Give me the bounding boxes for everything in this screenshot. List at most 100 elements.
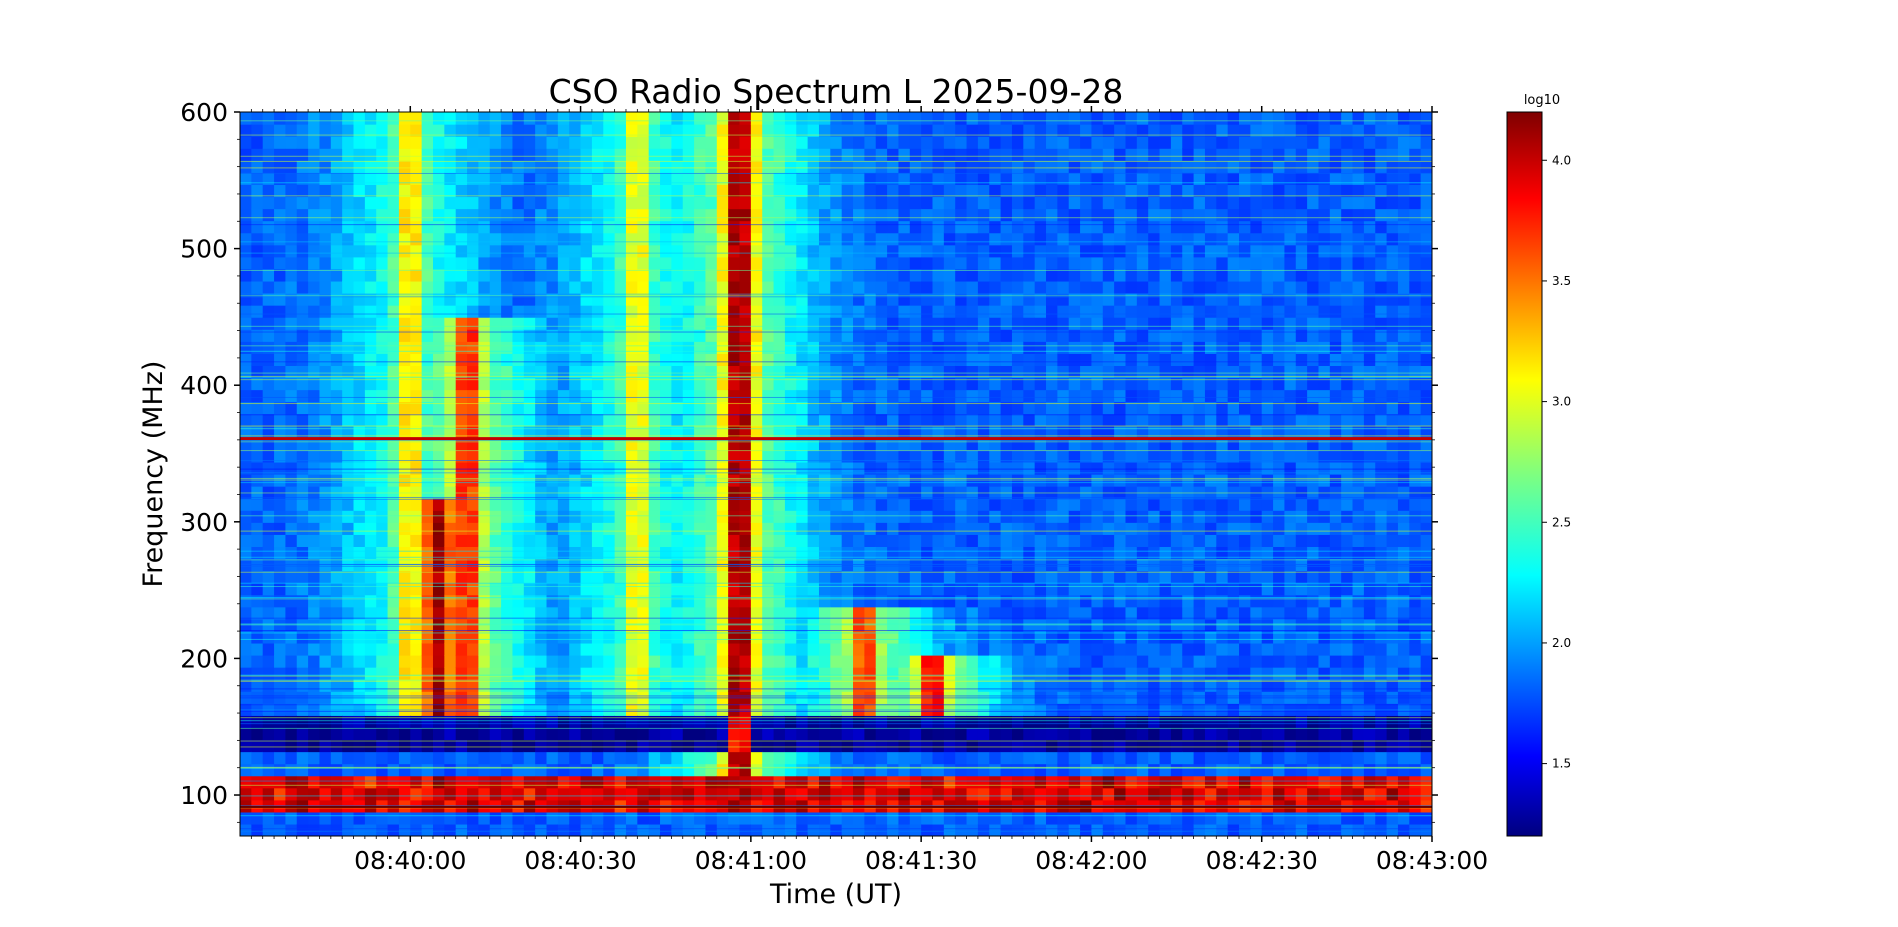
- spectrogram-cell: [603, 498, 616, 511]
- spectrogram-cell: [1136, 196, 1149, 210]
- spectrogram-cell: [671, 775, 684, 789]
- spectrogram-cell: [1170, 630, 1183, 644]
- spectrogram-cell: [1046, 208, 1058, 222]
- spectrogram-cell: [353, 256, 366, 270]
- spectrogram-cell: [989, 196, 1002, 210]
- spectrogram-cell: [1068, 534, 1081, 547]
- spectrogram-cell: [1011, 172, 1024, 185]
- spectrogram-cell: [818, 112, 831, 125]
- spectrogram-cell: [285, 739, 298, 753]
- spectrogram-cell: [1080, 220, 1093, 234]
- spectrogram-cell: [909, 389, 922, 403]
- spectrogram-cell: [989, 667, 1002, 680]
- spectrogram-cell: [569, 449, 582, 463]
- spectrogram-cell: [705, 534, 718, 547]
- spectrogram-cell: [387, 184, 400, 198]
- spectrogram-cell: [966, 655, 979, 668]
- spectrogram-cell: [523, 280, 536, 294]
- spectrogram-cell: [535, 184, 548, 198]
- spectrogram-cell: [421, 811, 434, 825]
- spectrogram-cell: [1125, 498, 1138, 511]
- spectrogram-cell: [251, 160, 264, 173]
- spectrogram-cell: [625, 570, 638, 584]
- spectrogram-cell: [864, 546, 877, 560]
- spectrogram-cell: [274, 606, 287, 620]
- spectrogram-cell: [682, 522, 695, 535]
- spectrogram-cell: [943, 365, 956, 379]
- spectrogram-cell: [864, 461, 877, 475]
- spectrogram-cell: [1080, 389, 1093, 403]
- spectrogram-cell: [342, 208, 355, 222]
- spectrogram-cell: [262, 727, 275, 741]
- spectrogram-cell: [478, 425, 491, 439]
- spectrogram-cell: [614, 522, 627, 535]
- spectrogram-cell: [535, 353, 548, 366]
- spectrogram-cell: [478, 630, 491, 644]
- spectrogram-cell: [432, 256, 445, 270]
- spectrogram-cell: [296, 256, 309, 270]
- spectrogram-cell: [943, 305, 956, 318]
- spectrogram-cell: [1170, 763, 1183, 777]
- spectrogram-cell: [353, 232, 366, 246]
- spectrogram-cell: [637, 196, 650, 210]
- spectrogram-cell: [1159, 172, 1172, 185]
- spectrogram-cell: [728, 160, 741, 173]
- spectrogram-cell: [512, 172, 525, 185]
- spectrogram-cell: [943, 811, 956, 825]
- spectrogram-cell: [1011, 208, 1024, 222]
- spectrogram-cell: [807, 268, 820, 282]
- spectrogram-cell: [1159, 498, 1172, 511]
- spectrogram-cell: [818, 425, 831, 439]
- spectrogram-cell: [1091, 679, 1104, 692]
- spectrogram-cell: [319, 413, 332, 427]
- spectrogram-cell: [1148, 582, 1161, 596]
- spectrogram-cell: [989, 582, 1002, 596]
- spectrogram-cell: [353, 160, 366, 173]
- spectrogram-cell: [671, 413, 684, 427]
- spectrogram-cell: [569, 280, 582, 294]
- spectrogram-cell: [660, 208, 672, 222]
- spectrogram-cell: [330, 498, 343, 511]
- spectrogram-cell: [1080, 715, 1093, 728]
- spectrogram-cell: [535, 582, 548, 596]
- spectrogram-cell: [841, 148, 854, 161]
- spectrogram-cell: [410, 256, 423, 270]
- spectrogram-cell: [319, 256, 332, 270]
- spectrogram-cell: [455, 172, 468, 185]
- spectrogram-cell: [1159, 522, 1172, 535]
- spectrogram-cell: [580, 365, 593, 379]
- spectrogram-cell: [319, 329, 332, 342]
- spectrogram-cell: [728, 305, 741, 318]
- spectrogram-cell: [296, 389, 309, 403]
- spectrogram-cell: [625, 823, 638, 836]
- spectrogram-cell: [603, 280, 616, 294]
- spectrogram-cell: [807, 655, 820, 668]
- spectrogram-cell: [909, 546, 922, 560]
- spectrogram-cell: [830, 449, 843, 463]
- spectrogram-cell: [478, 787, 491, 801]
- spectrogram-cell: [977, 655, 990, 668]
- spectrogram-cell: [410, 377, 423, 391]
- spectrogram-cell: [705, 425, 718, 439]
- spectrogram-cell: [841, 293, 854, 306]
- spectrogram-cell: [1057, 341, 1070, 354]
- spectrogram-cell: [376, 763, 389, 777]
- spectrogram-cell: [410, 437, 423, 451]
- spectrogram-cell: [262, 642, 275, 656]
- spectrogram-cell: [455, 486, 468, 499]
- spectrogram-cell: [682, 570, 695, 584]
- spectrogram-cell: [750, 763, 763, 777]
- spectrogram-cell: [262, 413, 275, 427]
- spectrogram-cell: [625, 317, 638, 330]
- spectrogram-cell: [943, 425, 956, 439]
- spectrogram-cell: [887, 594, 900, 608]
- spectrogram-cell: [694, 787, 707, 801]
- spectrogram-cell: [648, 811, 661, 825]
- spectrogram-cell: [546, 546, 559, 560]
- spectrogram-cell: [421, 510, 434, 523]
- spectrogram-cell: [887, 196, 900, 210]
- spectrogram-cell: [841, 727, 854, 741]
- spectrogram-cell: [1125, 136, 1138, 149]
- spectrogram-cell: [1011, 268, 1024, 282]
- spectrogram-cell: [376, 208, 389, 222]
